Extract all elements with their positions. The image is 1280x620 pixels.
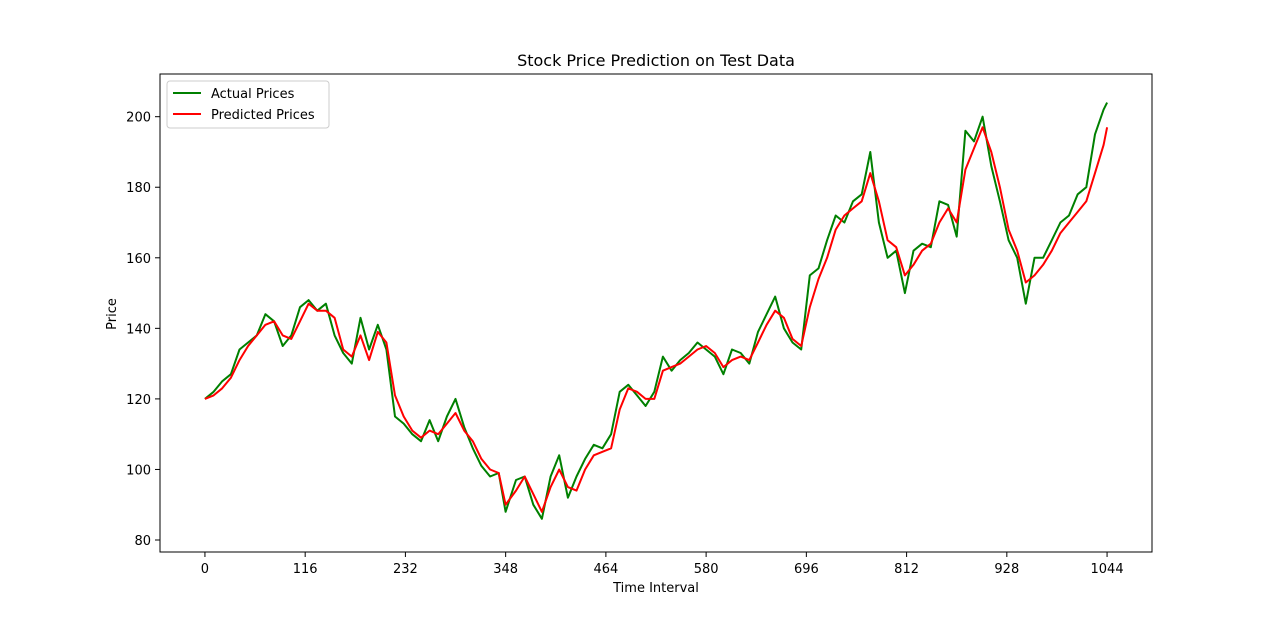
legend-label-predicted: Predicted Prices bbox=[211, 108, 315, 123]
y-tick-label: 80 bbox=[134, 534, 151, 549]
y-tick-label: 120 bbox=[126, 393, 151, 408]
legend: Actual Prices Predicted Prices bbox=[166, 80, 330, 129]
x-axis-label: Time Interval bbox=[612, 581, 699, 596]
y-axis: 80 100 120 140 160 180 200 bbox=[126, 111, 160, 549]
y-tick-label: 160 bbox=[126, 252, 151, 267]
y-tick-label: 100 bbox=[126, 463, 151, 478]
x-tick-label: 580 bbox=[694, 562, 719, 577]
x-tick-label: 464 bbox=[593, 562, 618, 577]
x-tick-label: 812 bbox=[894, 562, 919, 577]
x-tick-label: 116 bbox=[293, 562, 318, 577]
x-tick-label: 928 bbox=[994, 562, 1019, 577]
series-layer bbox=[204, 102, 1109, 520]
chart-title: Stock Price Prediction on Test Data bbox=[517, 51, 795, 70]
x-tick-label: 696 bbox=[794, 562, 819, 577]
y-tick-label: 200 bbox=[126, 111, 151, 126]
series-line-1 bbox=[204, 126, 1109, 513]
y-tick-label: 140 bbox=[126, 322, 151, 337]
legend-box bbox=[166, 80, 330, 129]
plot-frame bbox=[159, 73, 1153, 553]
x-tick-label: 1044 bbox=[1091, 562, 1124, 577]
y-tick-label: 180 bbox=[126, 181, 151, 196]
x-tick-label: 0 bbox=[201, 562, 209, 577]
series-line-0 bbox=[204, 102, 1108, 520]
x-tick-label: 348 bbox=[493, 562, 518, 577]
x-axis: 0 116 232 348 464 580 696 812 928 1044 bbox=[201, 552, 1124, 577]
x-tick-label: 232 bbox=[393, 562, 418, 577]
y-axis-label: Price bbox=[105, 298, 120, 330]
legend-label-actual: Actual Prices bbox=[211, 87, 295, 102]
